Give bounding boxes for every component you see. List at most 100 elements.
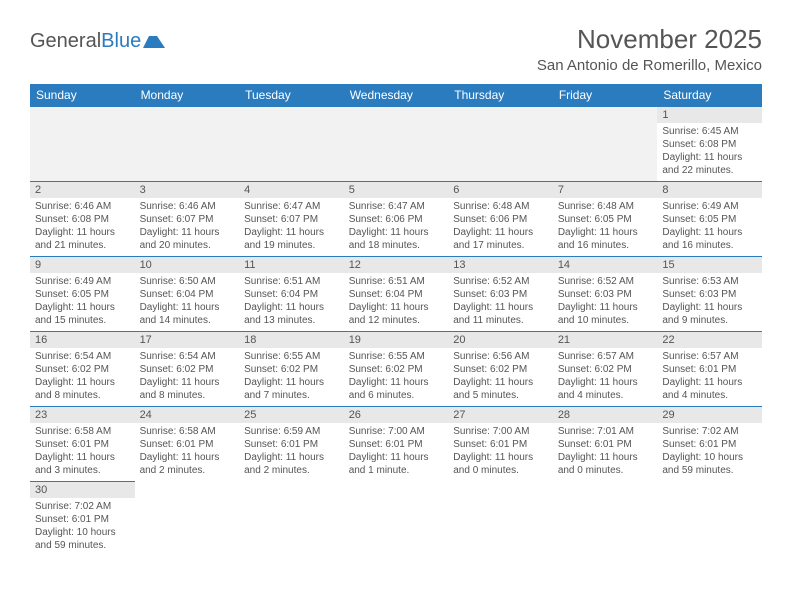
day-number: 18 bbox=[239, 332, 344, 348]
day-details: Sunrise: 6:48 AMSunset: 6:06 PMDaylight:… bbox=[448, 198, 553, 256]
day-details: Sunrise: 6:59 AMSunset: 6:01 PMDaylight:… bbox=[239, 423, 344, 481]
day-details: Sunrise: 7:00 AMSunset: 6:01 PMDaylight:… bbox=[344, 423, 449, 481]
calendar-cell: 4Sunrise: 6:47 AMSunset: 6:07 PMDaylight… bbox=[239, 182, 344, 257]
weekday-header: Wednesday bbox=[344, 84, 449, 107]
calendar-cell bbox=[448, 482, 553, 557]
day-details: Sunrise: 6:48 AMSunset: 6:05 PMDaylight:… bbox=[553, 198, 658, 256]
day-number: 14 bbox=[553, 257, 658, 273]
calendar-cell: 2Sunrise: 6:46 AMSunset: 6:08 PMDaylight… bbox=[30, 182, 135, 257]
day-details: Sunrise: 6:46 AMSunset: 6:07 PMDaylight:… bbox=[135, 198, 240, 256]
month-title: November 2025 bbox=[537, 24, 762, 55]
day-details: Sunrise: 6:45 AMSunset: 6:08 PMDaylight:… bbox=[657, 123, 762, 181]
calendar-cell: 13Sunrise: 6:52 AMSunset: 6:03 PMDayligh… bbox=[448, 257, 553, 332]
calendar-row: 1Sunrise: 6:45 AMSunset: 6:08 PMDaylight… bbox=[30, 107, 762, 182]
day-details: Sunrise: 6:51 AMSunset: 6:04 PMDaylight:… bbox=[344, 273, 449, 331]
day-number: 10 bbox=[135, 257, 240, 273]
calendar-cell bbox=[448, 107, 553, 182]
calendar-cell: 1Sunrise: 6:45 AMSunset: 6:08 PMDaylight… bbox=[657, 107, 762, 182]
calendar-cell: 20Sunrise: 6:56 AMSunset: 6:02 PMDayligh… bbox=[448, 332, 553, 407]
day-number: 26 bbox=[344, 407, 449, 423]
day-details: Sunrise: 6:52 AMSunset: 6:03 PMDaylight:… bbox=[448, 273, 553, 331]
day-number: 5 bbox=[344, 182, 449, 198]
day-details: Sunrise: 6:46 AMSunset: 6:08 PMDaylight:… bbox=[30, 198, 135, 256]
day-number: 13 bbox=[448, 257, 553, 273]
day-number: 16 bbox=[30, 332, 135, 348]
day-details: Sunrise: 6:56 AMSunset: 6:02 PMDaylight:… bbox=[448, 348, 553, 406]
day-details: Sunrise: 6:49 AMSunset: 6:05 PMDaylight:… bbox=[30, 273, 135, 331]
day-number: 12 bbox=[344, 257, 449, 273]
calendar-cell: 18Sunrise: 6:55 AMSunset: 6:02 PMDayligh… bbox=[239, 332, 344, 407]
calendar-cell: 29Sunrise: 7:02 AMSunset: 6:01 PMDayligh… bbox=[657, 407, 762, 482]
calendar-row: 9Sunrise: 6:49 AMSunset: 6:05 PMDaylight… bbox=[30, 257, 762, 332]
day-details: Sunrise: 6:57 AMSunset: 6:01 PMDaylight:… bbox=[657, 348, 762, 406]
day-number: 28 bbox=[553, 407, 658, 423]
calendar-cell: 19Sunrise: 6:55 AMSunset: 6:02 PMDayligh… bbox=[344, 332, 449, 407]
day-number: 2 bbox=[30, 182, 135, 198]
calendar-cell bbox=[239, 482, 344, 557]
location: San Antonio de Romerillo, Mexico bbox=[537, 57, 762, 74]
calendar-cell: 26Sunrise: 7:00 AMSunset: 6:01 PMDayligh… bbox=[344, 407, 449, 482]
calendar-cell: 6Sunrise: 6:48 AMSunset: 6:06 PMDaylight… bbox=[448, 182, 553, 257]
weekday-header: Saturday bbox=[657, 84, 762, 107]
calendar-cell: 28Sunrise: 7:01 AMSunset: 6:01 PMDayligh… bbox=[553, 407, 658, 482]
calendar-cell: 8Sunrise: 6:49 AMSunset: 6:05 PMDaylight… bbox=[657, 182, 762, 257]
day-number: 11 bbox=[239, 257, 344, 273]
day-number: 21 bbox=[553, 332, 658, 348]
logo: GeneralBlue bbox=[30, 24, 165, 53]
logo-flag-icon bbox=[143, 34, 165, 50]
calendar-cell: 27Sunrise: 7:00 AMSunset: 6:01 PMDayligh… bbox=[448, 407, 553, 482]
day-details: Sunrise: 6:47 AMSunset: 6:07 PMDaylight:… bbox=[239, 198, 344, 256]
day-details: Sunrise: 6:55 AMSunset: 6:02 PMDaylight:… bbox=[344, 348, 449, 406]
calendar-cell bbox=[239, 107, 344, 182]
calendar-cell bbox=[344, 482, 449, 557]
calendar-row: 16Sunrise: 6:54 AMSunset: 6:02 PMDayligh… bbox=[30, 332, 762, 407]
calendar-cell: 9Sunrise: 6:49 AMSunset: 6:05 PMDaylight… bbox=[30, 257, 135, 332]
day-details: Sunrise: 6:58 AMSunset: 6:01 PMDaylight:… bbox=[135, 423, 240, 481]
day-number: 17 bbox=[135, 332, 240, 348]
day-details: Sunrise: 6:47 AMSunset: 6:06 PMDaylight:… bbox=[344, 198, 449, 256]
calendar-cell: 22Sunrise: 6:57 AMSunset: 6:01 PMDayligh… bbox=[657, 332, 762, 407]
calendar-cell: 11Sunrise: 6:51 AMSunset: 6:04 PMDayligh… bbox=[239, 257, 344, 332]
day-details: Sunrise: 7:00 AMSunset: 6:01 PMDaylight:… bbox=[448, 423, 553, 481]
calendar-cell bbox=[553, 107, 658, 182]
day-number: 19 bbox=[344, 332, 449, 348]
day-number: 6 bbox=[448, 182, 553, 198]
day-number: 4 bbox=[239, 182, 344, 198]
calendar-cell: 7Sunrise: 6:48 AMSunset: 6:05 PMDaylight… bbox=[553, 182, 658, 257]
page-header: GeneralBlue November 2025 San Antonio de… bbox=[30, 24, 762, 74]
day-details: Sunrise: 6:49 AMSunset: 6:05 PMDaylight:… bbox=[657, 198, 762, 256]
calendar-cell bbox=[135, 482, 240, 557]
calendar-row: 23Sunrise: 6:58 AMSunset: 6:01 PMDayligh… bbox=[30, 407, 762, 482]
day-details: Sunrise: 7:02 AMSunset: 6:01 PMDaylight:… bbox=[657, 423, 762, 481]
day-details: Sunrise: 7:02 AMSunset: 6:01 PMDaylight:… bbox=[30, 498, 135, 556]
day-details: Sunrise: 6:54 AMSunset: 6:02 PMDaylight:… bbox=[135, 348, 240, 406]
calendar-cell: 10Sunrise: 6:50 AMSunset: 6:04 PMDayligh… bbox=[135, 257, 240, 332]
calendar-cell: 23Sunrise: 6:58 AMSunset: 6:01 PMDayligh… bbox=[30, 407, 135, 482]
calendar-cell: 12Sunrise: 6:51 AMSunset: 6:04 PMDayligh… bbox=[344, 257, 449, 332]
calendar-cell bbox=[344, 107, 449, 182]
calendar-table: SundayMondayTuesdayWednesdayThursdayFrid… bbox=[30, 84, 762, 556]
day-number: 8 bbox=[657, 182, 762, 198]
calendar-cell: 17Sunrise: 6:54 AMSunset: 6:02 PMDayligh… bbox=[135, 332, 240, 407]
logo-text-1: General bbox=[30, 30, 101, 53]
day-number: 7 bbox=[553, 182, 658, 198]
weekday-header: Friday bbox=[553, 84, 658, 107]
calendar-row: 30Sunrise: 7:02 AMSunset: 6:01 PMDayligh… bbox=[30, 482, 762, 557]
day-details: Sunrise: 6:54 AMSunset: 6:02 PMDaylight:… bbox=[30, 348, 135, 406]
calendar-cell: 21Sunrise: 6:57 AMSunset: 6:02 PMDayligh… bbox=[553, 332, 658, 407]
day-number: 23 bbox=[30, 407, 135, 423]
calendar-cell: 5Sunrise: 6:47 AMSunset: 6:06 PMDaylight… bbox=[344, 182, 449, 257]
day-number: 22 bbox=[657, 332, 762, 348]
weekday-header: Monday bbox=[135, 84, 240, 107]
calendar-cell: 14Sunrise: 6:52 AMSunset: 6:03 PMDayligh… bbox=[553, 257, 658, 332]
day-number: 20 bbox=[448, 332, 553, 348]
calendar-cell bbox=[657, 482, 762, 557]
day-details: Sunrise: 6:53 AMSunset: 6:03 PMDaylight:… bbox=[657, 273, 762, 331]
weekday-header: Thursday bbox=[448, 84, 553, 107]
weekday-header: Tuesday bbox=[239, 84, 344, 107]
calendar-cell: 24Sunrise: 6:58 AMSunset: 6:01 PMDayligh… bbox=[135, 407, 240, 482]
calendar-cell: 30Sunrise: 7:02 AMSunset: 6:01 PMDayligh… bbox=[30, 482, 135, 557]
day-number: 30 bbox=[30, 482, 135, 498]
day-number: 27 bbox=[448, 407, 553, 423]
day-number: 25 bbox=[239, 407, 344, 423]
